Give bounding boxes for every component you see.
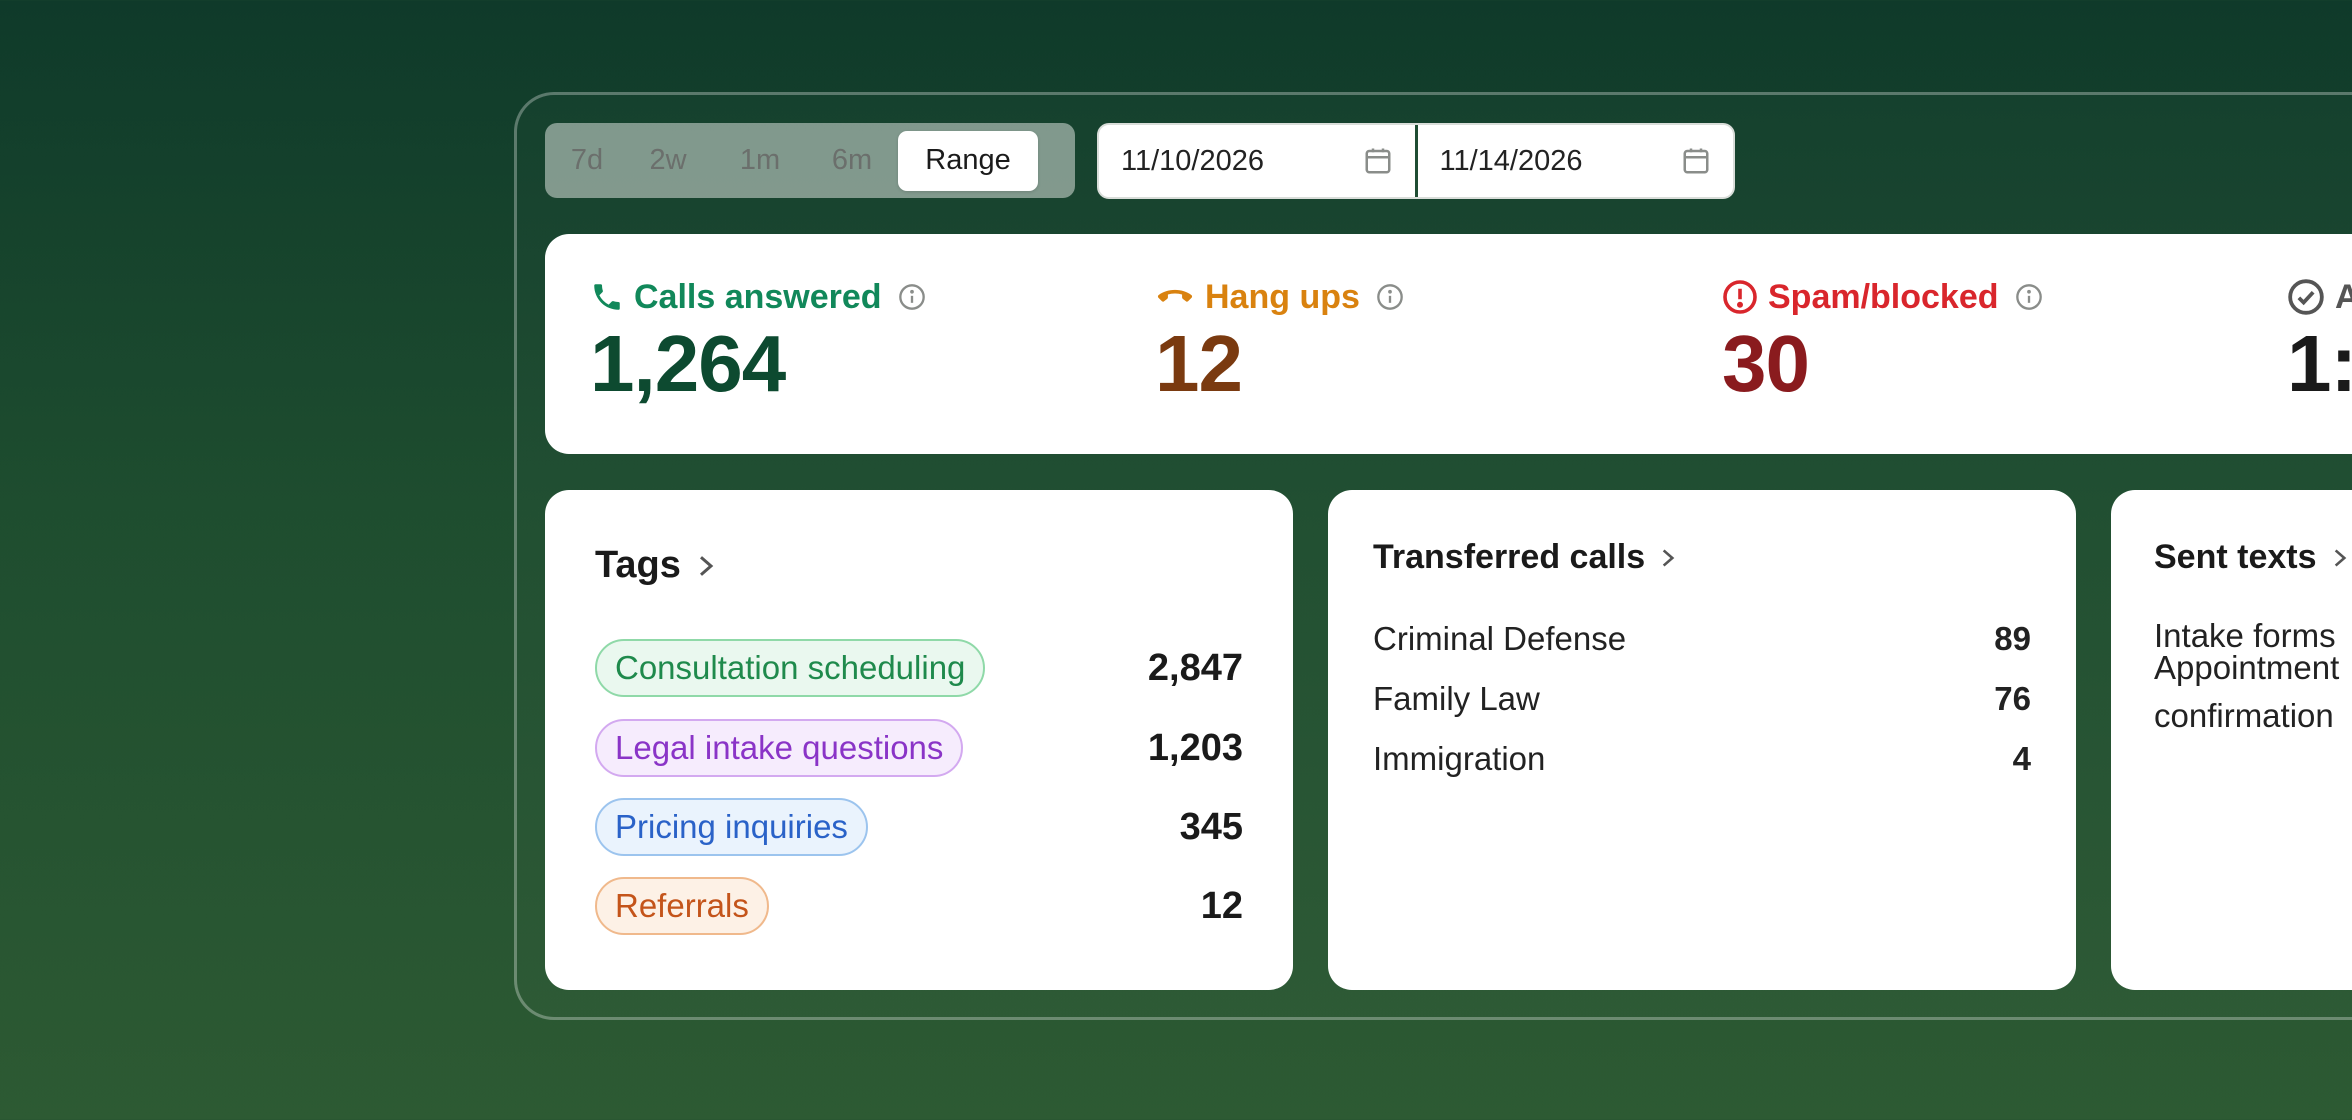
info-icon[interactable] (2015, 283, 2043, 311)
transferred-calls-title-label: Transferred calls (1373, 538, 1646, 576)
info-icon[interactable] (898, 283, 926, 311)
stat-value: 12 (1155, 319, 1243, 408)
stats-summary-card: Calls answered 1,264 Hang ups 12 Spam/bl… (545, 234, 2352, 454)
list-item-count: 4 (2012, 740, 2031, 777)
chevron-right-icon (2334, 548, 2346, 567)
chevron-right-icon (699, 555, 714, 576)
tag-pill[interactable]: Legal intake questions (595, 719, 964, 777)
stat-label: Calls answered (634, 277, 882, 316)
range-option-7d[interactable]: 7d (570, 144, 604, 176)
range-option-2w[interactable]: 2w (649, 144, 687, 176)
stat-calls-answered: Calls answered 1,264 (590, 276, 926, 404)
sent-texts-list: Intake forms Appointment confirmation (2154, 617, 2340, 734)
list-item-label: Intake forms (2154, 617, 2336, 654)
calendar-icon[interactable] (1363, 146, 1393, 176)
tags-card: Tags Consultation scheduling 2,847 Legal… (545, 490, 1293, 990)
list-item-label: Criminal Defense (1373, 620, 1627, 657)
info-icon[interactable] (1376, 283, 1404, 311)
stat-fourth: A 1: (2287, 276, 2352, 404)
tags-title-label: Tags (595, 544, 681, 586)
list-item[interactable]: Immigration 4 (1373, 740, 2031, 778)
range-option-1m[interactable]: 1m (739, 144, 781, 176)
tag-row: Pricing inquiries 345 (595, 798, 1243, 856)
range-option-6m[interactable]: 6m (831, 144, 873, 176)
range-selector: 7d 2w 1m 6m Range (545, 123, 1075, 198)
sent-texts-title-label: Sent texts (2154, 538, 2317, 576)
phone-icon (594, 284, 620, 310)
transferred-calls-title[interactable]: Transferred calls (1373, 538, 1677, 577)
stat-value: 30 (1722, 319, 1810, 408)
start-date-value: 11/10/2026 (1121, 144, 1264, 177)
list-item[interactable]: Family Law 76 (1373, 680, 2031, 718)
tag-pill[interactable]: Pricing inquiries (595, 798, 868, 856)
hang-up-icon (1157, 289, 1193, 302)
sent-texts-title[interactable]: Sent texts (2154, 538, 2349, 577)
stat-value: 1: (2287, 319, 2352, 408)
tag-pill[interactable]: Consultation scheduling (595, 639, 986, 697)
tags-title[interactable]: Tags (595, 544, 717, 587)
transferred-calls-card: Transferred calls Criminal Defense 89 Fa… (1328, 490, 2076, 990)
dashboard-frame (514, 92, 2352, 1020)
calendar-icon[interactable] (1681, 146, 1711, 176)
tag-count: 2,847 (1147, 646, 1243, 689)
stat-label: A (2335, 277, 2352, 316)
end-date-field[interactable]: 11/14/2026 (1414, 125, 1734, 197)
list-item-count: 76 (1994, 680, 2031, 717)
check-circle-icon (2288, 279, 2324, 315)
tag-row: Consultation scheduling 2,847 (595, 639, 1243, 697)
stat-hang-ups: Hang ups 12 (1155, 276, 1404, 404)
tag-count: 1,203 (1147, 726, 1243, 769)
alert-icon (1723, 280, 1757, 314)
tag-count: 345 (1179, 805, 1243, 848)
date-range-picker: 11/10/2026 11/14/2026 (1097, 123, 1735, 199)
tag-count: 12 (1200, 884, 1243, 927)
list-item-label: Family Law (1373, 680, 1540, 717)
chevron-right-icon (1662, 548, 1675, 567)
range-option-range[interactable]: Range (898, 130, 1038, 191)
sent-texts-card: Sent texts Intake forms Appointment conf… (2111, 490, 2352, 990)
list-item-label: Immigration (1373, 740, 1546, 777)
list-item-label: Appointment (2154, 649, 2340, 686)
list-item-label: confirmation (2154, 697, 2334, 734)
list-item-count: 89 (1994, 620, 2031, 657)
stat-label: Hang ups (1205, 277, 1360, 316)
tag-row: Referrals 12 (595, 877, 1243, 935)
stat-value: 1,264 (590, 319, 786, 408)
stat-label: Spam/blocked (1768, 277, 1999, 316)
tag-row: Legal intake questions 1,203 (595, 719, 1243, 777)
tag-pill[interactable]: Referrals (595, 877, 769, 935)
end-date-value: 11/14/2026 (1439, 144, 1583, 177)
stat-spam-blocked: Spam/blocked 30 (1722, 276, 2043, 404)
start-date-field[interactable]: 11/10/2026 (1099, 125, 1415, 197)
list-item[interactable]: Criminal Defense 89 (1373, 620, 2031, 658)
